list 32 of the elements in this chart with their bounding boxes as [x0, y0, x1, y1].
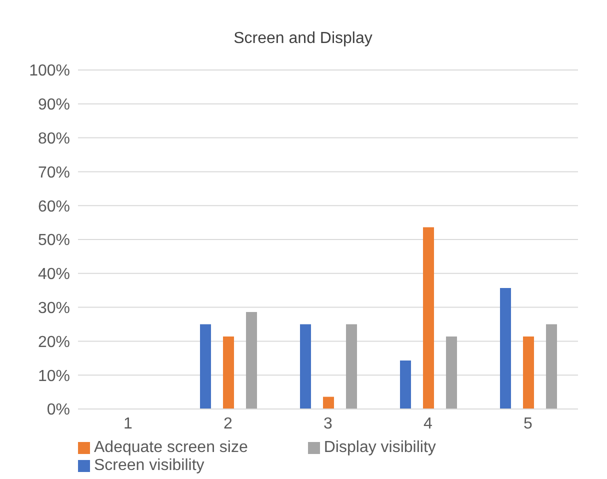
y-tick-label: 60%	[38, 198, 70, 216]
bar	[200, 324, 211, 409]
bar	[500, 288, 511, 409]
bar	[323, 396, 334, 409]
y-tick-label: 40%	[38, 266, 70, 284]
x-tick-label: 2	[224, 415, 233, 432]
y-tick-label: 50%	[38, 232, 70, 250]
y-tick-label: 20%	[38, 334, 70, 351]
y-tick-label: 90%	[38, 96, 70, 114]
bar	[423, 227, 434, 409]
y-tick-label: 70%	[38, 164, 70, 182]
y-tick-label: 100%	[29, 62, 70, 80]
y-tick-label: 80%	[38, 130, 70, 148]
y-tick-label: 10%	[38, 368, 70, 385]
bar	[223, 336, 234, 409]
x-tick-label: 5	[524, 415, 533, 432]
bar	[446, 336, 457, 409]
bar	[300, 324, 311, 409]
bar	[246, 312, 257, 409]
y-tick-label: 30%	[38, 300, 70, 317]
legend-label: Screen visibility	[94, 457, 204, 474]
x-tick-label: 1	[124, 415, 133, 432]
x-tick-label: 3	[324, 415, 333, 432]
y-tick-label: 0%	[46, 402, 70, 419]
bar	[400, 360, 411, 409]
bar	[546, 324, 557, 409]
legend-label: Display visibility	[324, 439, 436, 456]
bar	[523, 336, 534, 409]
legend-label: Adequate screen size	[94, 439, 248, 456]
x-tick-label: 4	[424, 415, 433, 432]
bar	[346, 324, 357, 409]
chart-title: Screen and Display	[232, 29, 374, 49]
